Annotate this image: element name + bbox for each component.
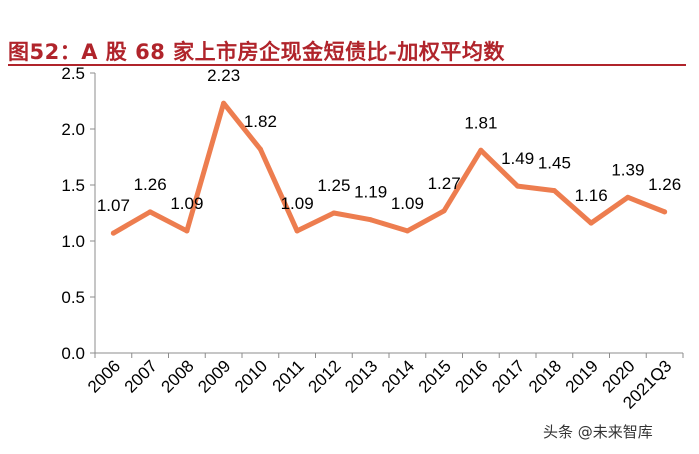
y-tick-label: 0.5 <box>61 288 85 307</box>
y-tick-label: 1.5 <box>61 176 85 195</box>
data-point <box>551 188 557 194</box>
x-tick-label: 2018 <box>525 356 565 396</box>
data-label: 1.26 <box>648 175 681 194</box>
x-tick-label: 2013 <box>341 356 381 396</box>
data-label: 1.26 <box>134 175 167 194</box>
data-point <box>404 228 410 234</box>
data-point <box>147 209 153 215</box>
data-point <box>257 146 263 152</box>
watermark: 头条 @未来智库 <box>543 423 653 441</box>
data-label: 1.07 <box>97 196 130 215</box>
y-tick-label: 2.0 <box>61 120 85 139</box>
data-point <box>478 147 484 153</box>
data-label: 1.19 <box>354 183 387 202</box>
x-tick-label: 2019 <box>562 356 602 396</box>
data-label: 1.25 <box>317 176 350 195</box>
y-tick-label: 0.0 <box>61 344 85 363</box>
x-tick-label: 2006 <box>84 356 124 396</box>
data-label: 1.81 <box>464 113 497 132</box>
data-label: 1.39 <box>611 160 644 179</box>
data-label: 1.16 <box>575 186 608 205</box>
data-point <box>515 183 521 189</box>
data-label: 1.09 <box>391 194 424 213</box>
data-point <box>368 217 374 223</box>
data-point <box>110 230 116 236</box>
y-tick-label: 1.0 <box>61 232 85 251</box>
x-tick-label: 2015 <box>415 356 455 396</box>
data-point <box>441 208 447 214</box>
data-point <box>662 209 668 215</box>
x-tick-label: 2016 <box>452 356 492 396</box>
data-point <box>294 228 300 234</box>
data-label: 2.23 <box>207 66 240 85</box>
title-divider <box>8 64 686 66</box>
x-tick-label: 2017 <box>488 356 528 396</box>
data-label: 1.09 <box>281 194 314 213</box>
x-tick-label: 2007 <box>121 356 161 396</box>
x-tick-label: 2011 <box>269 356 308 395</box>
data-label: 1.27 <box>428 174 461 193</box>
x-tick-label: 2008 <box>158 356 198 396</box>
data-point <box>331 210 337 216</box>
x-tick-label: 2009 <box>194 356 234 396</box>
data-point <box>625 194 631 200</box>
y-tick-label: 2.5 <box>61 64 85 83</box>
data-label: 1.09 <box>170 194 203 213</box>
data-label: 1.49 <box>501 149 534 168</box>
data-point <box>221 100 227 106</box>
data-label: 1.45 <box>538 154 571 173</box>
data-point <box>184 228 190 234</box>
data-point <box>588 220 594 226</box>
x-tick-label: 2012 <box>305 356 345 396</box>
x-tick-label: 2010 <box>231 356 271 396</box>
data-label: 1.82 <box>244 112 277 131</box>
figure-title: 图52：A 股 68 家上市房企现金短债比-加权平均数 <box>8 40 505 64</box>
data-line <box>110 100 668 236</box>
x-tick-label: 2014 <box>378 356 418 396</box>
